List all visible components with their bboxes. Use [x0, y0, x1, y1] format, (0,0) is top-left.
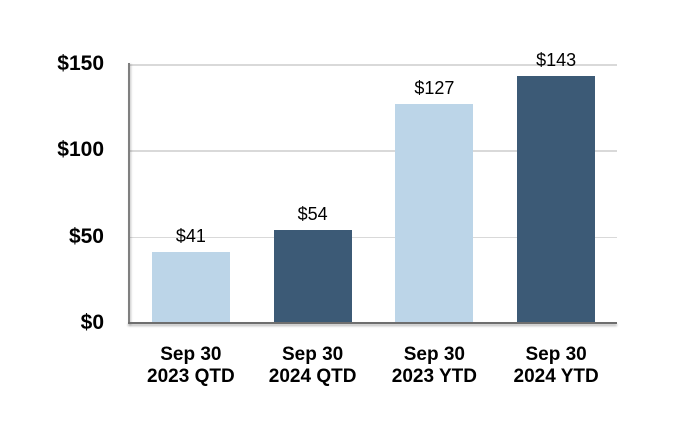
x-axis-line	[128, 321, 617, 324]
bar-data-label: $54	[297, 203, 328, 224]
x-axis-category-line: 2024 YTD	[513, 366, 599, 387]
bar-group-3: $127	[395, 64, 474, 323]
x-axis-category-label: Sep 30 2023 QTD	[130, 344, 252, 388]
x-axis-category-line: Sep 30	[525, 344, 587, 365]
x-axis-category-line: 2023 YTD	[391, 366, 477, 387]
x-axis-category-label: Sep 30 2024 QTD	[252, 344, 374, 388]
bar	[517, 76, 596, 323]
bar-data-label: $127	[414, 77, 455, 98]
gridline-50	[130, 236, 617, 239]
x-axis-category-line: 2023 QTD	[147, 366, 235, 387]
y-axis-tick-label: $50	[68, 224, 104, 248]
x-axis-category-labels: Sep 30 2023 QTD Sep 30 2024 QTD Sep 30 2023 Y…	[130, 344, 617, 388]
y-axis-tick-label: $100	[57, 138, 104, 162]
bar-data-label: $41	[175, 226, 206, 247]
gridline-150	[130, 64, 617, 66]
bar	[151, 252, 230, 323]
bar-data-label: $143	[536, 50, 577, 71]
bar	[395, 103, 474, 323]
x-axis-category-label: Sep 30 2023 YTD	[374, 344, 496, 388]
bar-group-2: $54	[273, 64, 352, 323]
bar-group-1: $41	[151, 64, 230, 323]
y-axis-line	[128, 63, 130, 324]
x-axis-category-label: Sep 30 2024 YTD	[495, 344, 617, 388]
x-axis-category-line: Sep 30	[160, 344, 222, 365]
x-axis-category-line: 2024 QTD	[268, 366, 357, 387]
bar-group-4: $143	[517, 50, 596, 323]
bars-container: $41 $54 $127 $143	[130, 50, 617, 323]
y-axis-tick-label: $150	[57, 52, 104, 75]
y-axis-tick-label: $0	[80, 311, 104, 334]
bar	[273, 229, 352, 323]
gridline-100	[130, 150, 617, 152]
x-axis-category-line: Sep 30	[403, 344, 465, 365]
x-axis-category-line: Sep 30	[281, 344, 344, 365]
plot-area: $41 $54 $127 $143	[128, 50, 617, 324]
